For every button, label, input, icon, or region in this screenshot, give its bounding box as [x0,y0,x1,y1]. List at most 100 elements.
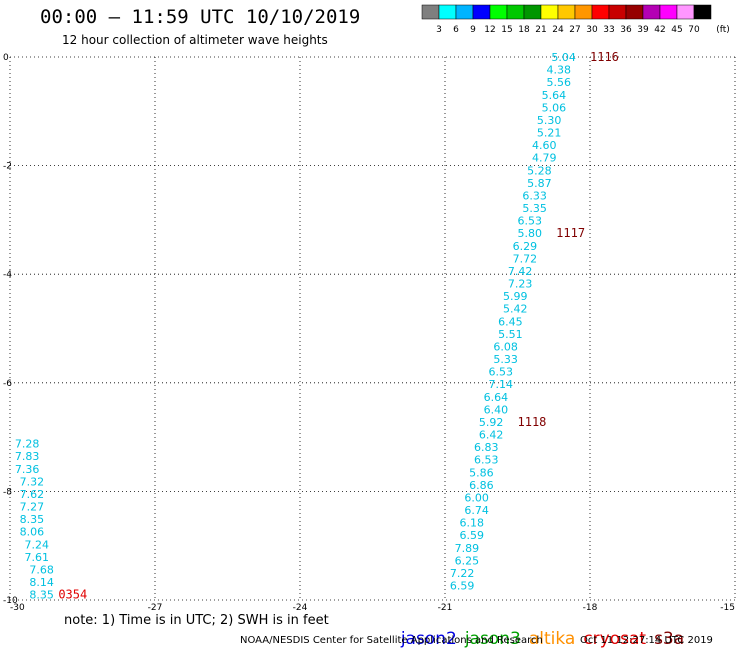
y-tick-label: -2 [3,162,12,172]
color-scale-tick: 9 [470,25,476,35]
wave-height-point: 5.64 [542,89,567,102]
wave-height-point: 5.87 [527,177,552,190]
chart-subtitle: 12 hour collection of altimeter wave hei… [62,33,328,47]
color-swatch [693,4,712,20]
wave-height-point: 5.86 [469,466,494,479]
x-tick-label: -18 [583,603,598,613]
wave-height-point: 6.42 [479,428,504,441]
wave-height-point: 5.04 [551,51,576,64]
wave-height-point: 7.24 [25,539,50,552]
wave-height-point: 8.14 [29,576,54,589]
wave-height-point: 5.30 [537,114,562,127]
color-scale-tick: 18 [518,25,530,35]
wave-height-point: 7.32 [20,476,44,489]
wave-height-point: 7.27 [20,501,44,514]
x-tick-label: -30 [10,603,25,613]
wave-height-point: 7.89 [455,542,480,555]
color-scale-tick: 6 [453,25,459,35]
color-scale-tick: 42 [654,25,665,35]
wave-height-point: 8.35 [20,513,44,526]
wave-height-point: 4.79 [532,151,557,164]
legend-jason3: jason3 [464,629,521,649]
y-tick-label: -8 [3,487,12,497]
wave-height-point: 8.35 [29,589,54,602]
wave-height-point: 7.14 [489,378,514,391]
color-scale-tick: 45 [671,25,682,35]
color-scale-tick: 39 [637,25,649,35]
color-scale-tick: 70 [688,25,700,35]
legend-cryosat: cryosat [583,629,647,649]
wave-height-point: 5.06 [542,101,567,114]
wave-height-point: 6.40 [484,403,509,416]
time-label: 0354 [58,588,87,602]
y-tick-label: 0 [3,53,9,63]
color-scale-tick: 21 [535,25,546,35]
wave-height-point: 6.53 [474,453,499,466]
wave-height-point: 5.33 [493,353,518,366]
wave-height-point: 5.42 [503,302,528,315]
x-tick-label: -24 [293,603,308,613]
color-scale-tick: 36 [620,25,632,35]
wave-height-point: 5.51 [498,328,522,341]
footer-credit: NOAA/NESDIS Center for Satellite Applica… [240,635,543,646]
wave-height-point: 6.00 [464,491,489,504]
y-tick-label: -6 [3,379,12,389]
wave-height-point: 7.22 [450,567,475,580]
wave-height-point: 7.42 [508,265,533,278]
chart-title: 00:00 — 11:59 UTC 10/10/2019 [40,6,361,28]
wave-height-point: 6.08 [493,340,518,353]
wave-height-point: 6.53 [489,365,514,378]
wave-height-point: 6.45 [498,315,522,328]
footer-timestamp: Oct 11 12:27:14 UTC 2019 [580,635,713,646]
wave-height-point: 7.36 [15,463,40,476]
wave-height-point: 5.92 [479,416,504,429]
color-scale-legend: 3 6 9 12 15 18 21 24 27 30 33 36 39 42 45 70 (ft) [421,4,730,35]
wave-height-point: 4.38 [547,63,572,76]
y-tick-label: -4 [3,270,12,280]
y-tick-label: -10 [3,596,18,606]
wave-height-point: 6.29 [513,240,538,253]
wave-height-point: 6.59 [450,579,475,592]
wave-height-point: 6.64 [484,391,509,404]
wave-height-point: 5.56 [547,76,572,89]
time-label: 1116 [590,50,619,64]
color-scale-tick: 24 [552,25,564,35]
x-tick-label: -27 [148,603,163,613]
time-label: 1118 [518,415,547,429]
time-label: 1117 [556,226,585,240]
color-scale-tick: 3 [436,25,442,35]
legend-altika: altika [528,629,576,649]
color-scale-tick: 15 [501,25,512,35]
wave-height-point: 7.62 [20,488,44,501]
wave-height-point: 7.61 [25,551,50,564]
color-scale-tick: 27 [569,25,580,35]
wave-height-point: 6.59 [460,529,485,542]
color-scale-tick: 30 [586,25,598,35]
wave-height-point: 6.25 [455,554,480,567]
wave-height-point: 7.23 [508,277,533,290]
wave-height-point: 6.33 [522,189,547,202]
wave-height-point: 6.86 [469,479,494,492]
wave-height-point: 6.53 [518,214,543,227]
wave-height-point: 7.83 [15,450,40,463]
wave-height-point: 5.80 [518,227,543,240]
wave-height-point: 7.68 [29,564,54,577]
wave-height-point: 6.74 [464,504,489,517]
wave-height-point: 7.72 [513,252,538,265]
wave-height-point: 8.06 [20,526,44,539]
color-scale-tick: 33 [603,25,614,35]
x-tick-label: -21 [438,603,453,613]
x-tick-label: -15 [720,603,735,613]
wave-height-point: 6.83 [474,441,499,454]
wave-height-point: 5.99 [503,290,528,303]
wave-height-point: 5.21 [537,126,562,139]
wave-height-point: 5.28 [527,164,552,177]
color-scale-unit: (ft) [716,25,730,35]
satellite-legend: jason2 jason3 altika cryosat s3a [390,609,692,649]
color-scale-tick: 12 [484,25,495,35]
footer-note: note: 1) Time is in UTC; 2) SWH is in fe… [64,613,329,628]
wave-height-point: 6.18 [460,516,485,529]
wave-height-point: 7.28 [15,438,40,451]
wave-height-point: 5.35 [522,202,547,215]
